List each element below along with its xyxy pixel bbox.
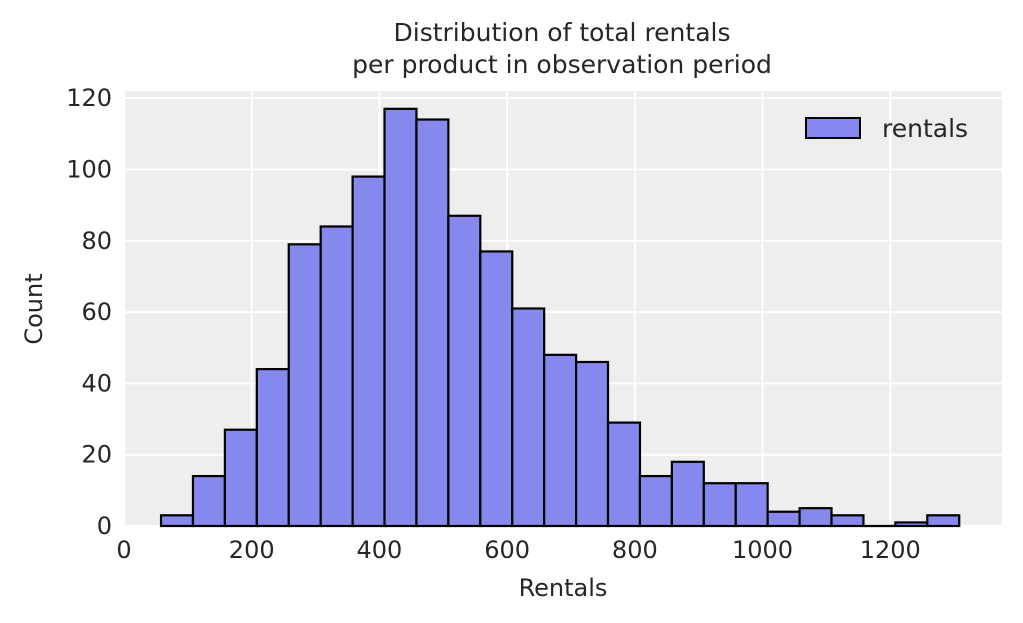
x-tick-label: 200 [229, 536, 275, 564]
histogram-bar [319, 225, 354, 528]
x-tick-label: 400 [357, 536, 403, 564]
histogram-bar [734, 482, 769, 528]
histogram-bar [479, 250, 514, 528]
histogram-bar [638, 474, 673, 528]
y-tick-label: 100 [66, 155, 112, 183]
y-tick-label: 80 [81, 227, 112, 255]
y-tick-label: 20 [81, 441, 112, 469]
histogram-bar [351, 175, 386, 528]
histogram-bar [766, 510, 801, 528]
x-tick-label: 800 [612, 536, 658, 564]
y-tick-label: 40 [81, 369, 112, 397]
histogram-bar [191, 474, 226, 528]
histogram-bar [511, 307, 546, 528]
y-tick-labels: 0 20 40 60 80 100 120 [66, 84, 112, 540]
histogram-bar [574, 360, 610, 528]
y-tick-label: 120 [66, 84, 112, 112]
histogram-bar [926, 514, 961, 528]
x-tick-label: 600 [484, 536, 530, 564]
histogram-bar [798, 507, 833, 528]
histogram-bar [447, 214, 482, 528]
legend-swatch-rentals [805, 117, 861, 139]
histogram-bar [255, 368, 290, 528]
histogram-bar [702, 482, 737, 528]
chart-title-line-1: Distribution of total rentals [394, 18, 731, 47]
histogram-bar [670, 460, 705, 528]
histogram-bar [543, 353, 578, 528]
histogram-bar [383, 107, 418, 528]
x-tick-label: 1000 [732, 536, 793, 564]
histogram-bar [223, 428, 258, 528]
y-tick-label: 60 [81, 298, 112, 326]
x-tick-label: 0 [116, 536, 131, 564]
histogram-bar [415, 118, 450, 528]
y-tick-label: 0 [97, 512, 112, 540]
x-tick-label: 1200 [860, 536, 921, 564]
x-tick-labels: 0 200 400 600 800 1000 1200 [116, 536, 920, 564]
histogram-bar [159, 514, 195, 528]
x-axis-label: Rentals [519, 574, 608, 602]
histogram-bars [159, 107, 961, 528]
histogram-bar [606, 421, 642, 528]
chart-title-line-2: per product in observation period [352, 50, 772, 79]
y-axis-label: Count [20, 273, 48, 344]
histogram-bar [830, 514, 865, 528]
histogram-bar [894, 521, 929, 528]
legend-label-rentals: rentals [882, 114, 968, 143]
histogram-bar [287, 243, 322, 528]
legend: rentals [805, 114, 968, 143]
